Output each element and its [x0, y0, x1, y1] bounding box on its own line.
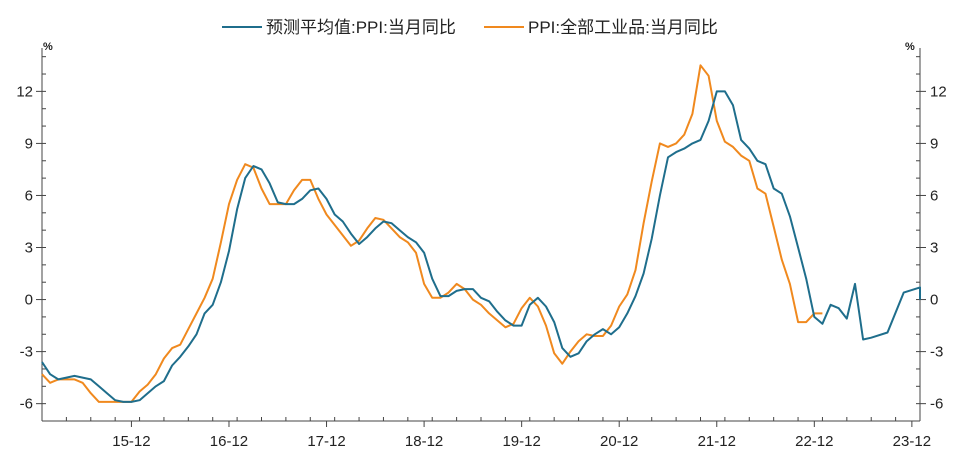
left-y-tick-label: 6: [25, 187, 33, 204]
x-tick-label: 15-12: [112, 433, 150, 450]
right-y-tick-label: 6: [930, 187, 938, 204]
x-tick-label: 21-12: [698, 433, 736, 450]
right-axis-unit: %: [905, 41, 915, 53]
axes: 12 12 9 9 6 6 3 3 0 0 -3 -3 -6 -6 15-12 16-12 17-12 18-12…: [16, 48, 947, 450]
right-y-tick-label: 12: [930, 83, 947, 100]
legend-label-forecast: 预测平均值:PPI:当月同比: [266, 18, 456, 37]
left-y-tick-label: 9: [25, 135, 33, 152]
right-y-tick-label: 0: [930, 292, 938, 309]
x-tick-label: 16-12: [210, 433, 248, 450]
left-y-tick-label: 12: [16, 83, 33, 100]
left-y-tick-label: -6: [20, 396, 33, 413]
left-y-tick-label: 0: [25, 292, 33, 309]
x-tick-label: 17-12: [307, 433, 345, 450]
left-y-tick-label: 3: [25, 240, 33, 257]
x-tick-label: 22-12: [795, 433, 833, 450]
legend-label-actual: PPI:全部工业品:当月同比: [528, 18, 718, 37]
series-line-actual: [41, 64, 823, 403]
x-tick-label: 23-12: [893, 433, 931, 450]
series-line-forecast: [41, 90, 921, 403]
right-y-tick-label: 3: [930, 240, 938, 257]
x-tick-label: 18-12: [405, 433, 443, 450]
x-tick-label: 19-12: [502, 433, 540, 450]
x-tick-label: 20-12: [600, 433, 638, 450]
series-layer: [41, 64, 921, 403]
right-y-tick-label: -3: [930, 344, 943, 361]
left-y-tick-label: -3: [20, 344, 33, 361]
right-y-tick-label: 9: [930, 135, 938, 152]
legend: 预测平均值:PPI:当月同比 PPI:全部工业品:当月同比: [222, 18, 718, 37]
right-y-tick-label: -6: [930, 396, 943, 413]
left-axis-unit: %: [43, 41, 53, 53]
